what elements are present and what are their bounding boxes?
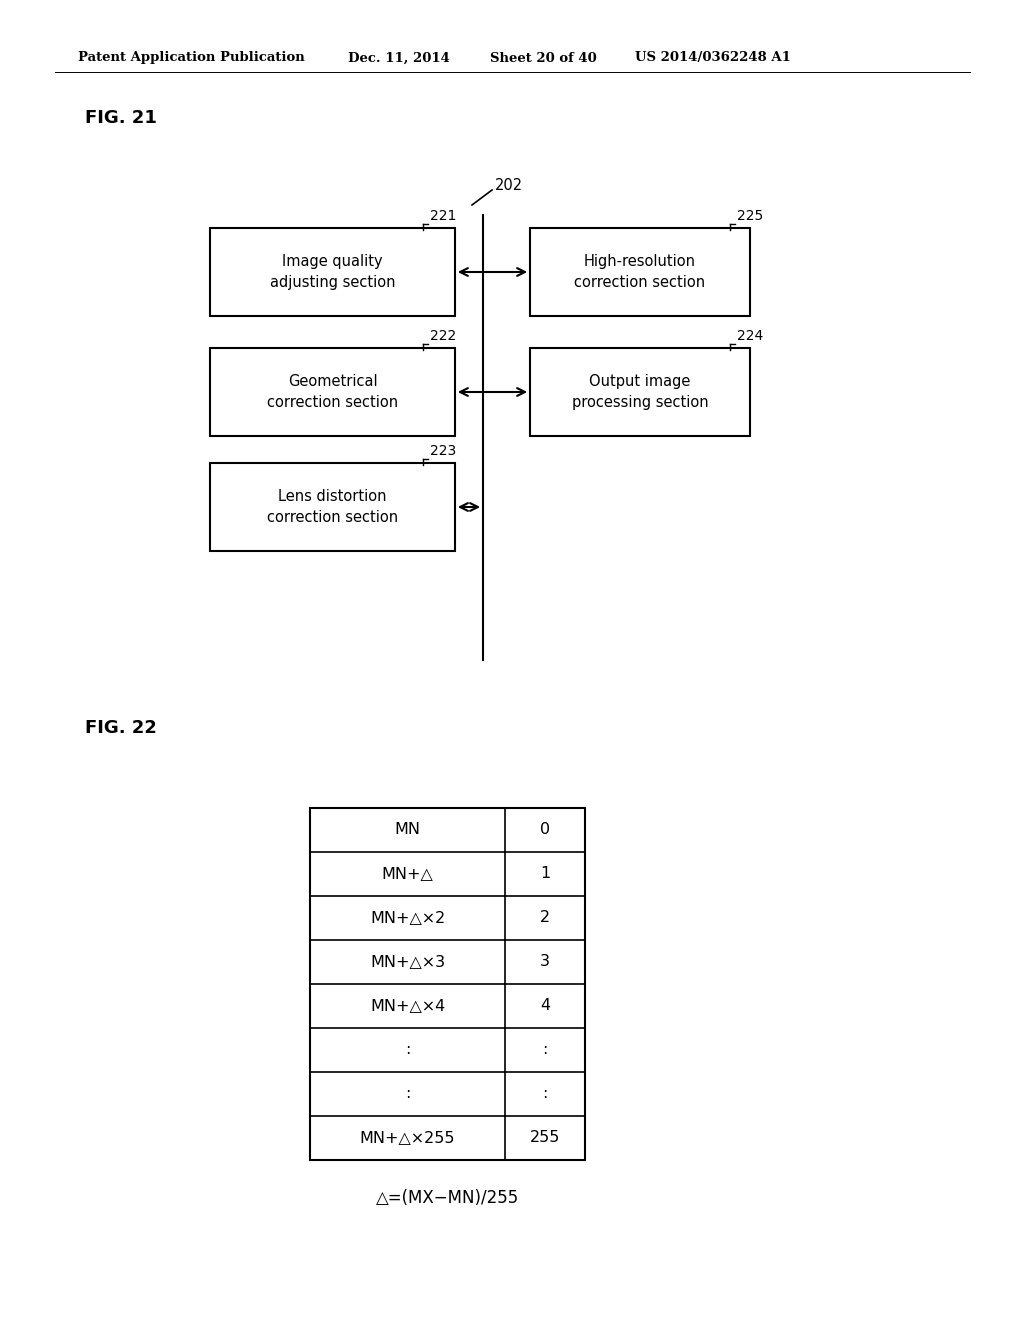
Text: Sheet 20 of 40: Sheet 20 of 40 (490, 51, 597, 65)
Text: US 2014/0362248 A1: US 2014/0362248 A1 (635, 51, 791, 65)
Text: MN+△×255: MN+△×255 (359, 1130, 456, 1146)
Text: FIG. 21: FIG. 21 (85, 110, 157, 127)
Text: MN: MN (394, 822, 421, 837)
Text: 225: 225 (737, 209, 763, 223)
Text: Dec. 11, 2014: Dec. 11, 2014 (348, 51, 450, 65)
Bar (210, 463, 455, 550)
Bar (310, 808, 585, 1160)
Text: Lens distortion
correction section: Lens distortion correction section (267, 488, 398, 525)
Text: Output image
processing section: Output image processing section (571, 374, 709, 411)
Text: :: : (543, 1043, 548, 1057)
Text: 221: 221 (430, 209, 457, 223)
Text: 223: 223 (430, 444, 457, 458)
Text: MN+△×2: MN+△×2 (370, 911, 445, 925)
Text: 4: 4 (540, 998, 550, 1014)
Text: FIG. 22: FIG. 22 (85, 719, 157, 737)
Text: High-resolution
correction section: High-resolution correction section (574, 253, 706, 290)
Text: :: : (404, 1043, 411, 1057)
Text: MN+△: MN+△ (382, 866, 433, 882)
Text: △=(MX−MN)/255: △=(MX−MN)/255 (376, 1189, 519, 1206)
Text: 255: 255 (529, 1130, 560, 1146)
Text: MN+△×3: MN+△×3 (370, 954, 445, 969)
Bar (530, 228, 750, 315)
Text: Patent Application Publication: Patent Application Publication (78, 51, 305, 65)
Text: 2: 2 (540, 911, 550, 925)
Text: 224: 224 (737, 329, 763, 343)
Text: 3: 3 (540, 954, 550, 969)
Text: MN+△×4: MN+△×4 (370, 998, 445, 1014)
Text: 222: 222 (430, 329, 457, 343)
Text: :: : (404, 1086, 411, 1101)
Text: 0: 0 (540, 822, 550, 837)
Bar (210, 348, 455, 436)
Bar (530, 348, 750, 436)
Text: Image quality
adjusting section: Image quality adjusting section (269, 253, 395, 290)
Text: 202: 202 (495, 177, 523, 193)
Text: 1: 1 (540, 866, 550, 882)
Text: :: : (543, 1086, 548, 1101)
Text: Geometrical
correction section: Geometrical correction section (267, 374, 398, 411)
Bar (210, 228, 455, 315)
